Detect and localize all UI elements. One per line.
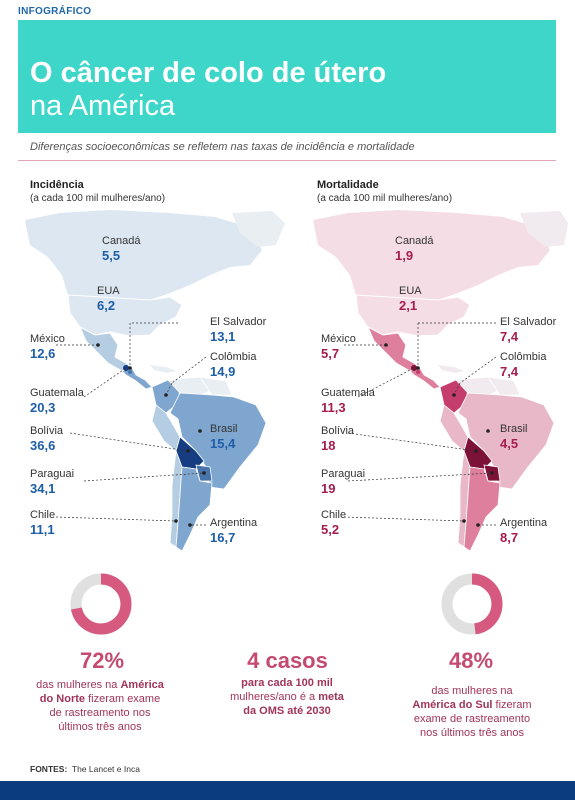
who-goal-cases: 4 casos xyxy=(247,648,328,673)
map-venezuela xyxy=(167,376,213,398)
header-banner xyxy=(18,20,556,133)
map-caribbean xyxy=(438,365,464,373)
who-goal-description: para cada 100 mil mulheres/ano é a meta … xyxy=(230,677,344,717)
mortality-colombia: Colômbia 7,4 xyxy=(500,351,547,379)
incidence-title: Incidência xyxy=(30,179,84,191)
sources: FONTES: The Lancet e Inca xyxy=(30,764,140,774)
map-canada xyxy=(313,210,550,301)
incidence-bolivia: Bolívia 36,6 xyxy=(30,425,64,453)
map-mexico xyxy=(78,325,134,372)
south-america-donut-fill xyxy=(441,573,503,635)
mortality-mexico: México 5,7 xyxy=(321,333,356,361)
mortality-chile: Chile 5,2 xyxy=(321,509,347,537)
map-guatemala xyxy=(411,365,417,371)
kicker: INFOGRÁFICO xyxy=(18,6,92,17)
page-title-line2: na América xyxy=(30,90,176,122)
mortality-guatemala: Guatemala 11,3 xyxy=(321,387,375,415)
divider xyxy=(18,160,556,161)
south-america-percent: 48% xyxy=(449,648,494,673)
incidence-chile: Chile 11,1 xyxy=(30,509,56,537)
mortality-map xyxy=(313,210,568,552)
north-america-description: das mulheres na América do Norte fizeram… xyxy=(36,679,164,733)
mortality-title: Mortalidade xyxy=(317,179,379,191)
incidence-map xyxy=(25,210,285,552)
mortality-argentina: Argentina 8,7 xyxy=(500,517,548,545)
mortality-bolivia: Bolívia 18 xyxy=(321,425,355,453)
incidence-canada: Canadá 5,5 xyxy=(102,235,141,263)
map-argentina xyxy=(175,466,213,552)
map-argentina xyxy=(463,466,501,552)
map-guatemala xyxy=(123,365,129,371)
incidence-unit: (a cada 100 mil mulheres/ano) xyxy=(30,193,166,204)
north-america-donut xyxy=(70,573,132,635)
incidence-argentina: Argentina 16,7 xyxy=(210,517,258,545)
south-america-donut xyxy=(441,573,503,635)
map-greenland xyxy=(520,211,568,247)
incidence-usa: EUA 6,2 xyxy=(97,285,120,313)
subtitle: Diferenças socioeconômicas se refletem n… xyxy=(30,141,415,153)
map-central-america xyxy=(121,367,153,390)
mortality-usa: EUA 2,1 xyxy=(399,285,422,313)
map-caribbean xyxy=(150,365,176,373)
map-guianas xyxy=(487,376,521,396)
mortality-paraguai: Paraguai 19 xyxy=(321,468,366,496)
incidence-el-salvador: El Salvador 13,1 xyxy=(210,316,267,344)
south-america-description: das mulheres na América do Sul fizeram e… xyxy=(412,685,532,739)
incidence-paraguai: Paraguai 34,1 xyxy=(30,468,75,496)
map-brazil xyxy=(457,392,555,490)
map-el-salvador xyxy=(416,370,420,374)
incidence-guatemala: Guatemala 20,3 xyxy=(30,387,84,415)
map-greenland xyxy=(232,211,285,247)
page-title: O câncer de colo de útero xyxy=(30,57,387,89)
map-mexico xyxy=(366,325,422,372)
map-venezuela xyxy=(455,376,501,398)
footer-bar xyxy=(0,781,575,800)
mortality-unit: (a cada 100 mil mulheres/ano) xyxy=(317,193,453,204)
mortality-el-salvador: El Salvador 7,4 xyxy=(500,316,557,344)
map-el-salvador xyxy=(128,370,132,374)
north-america-percent: 72% xyxy=(80,648,125,673)
map-canada xyxy=(25,210,262,301)
incidence-mexico: México 12,6 xyxy=(30,333,65,361)
north-america-donut-fill xyxy=(70,573,132,635)
map-central-america xyxy=(409,367,441,390)
incidence-brasil: Brasil 15,4 xyxy=(210,423,238,451)
mortality-brasil: Brasil 4,5 xyxy=(500,423,528,451)
map-brazil xyxy=(169,392,267,490)
mortality-canada: Canadá 1,9 xyxy=(395,235,434,263)
map-guianas xyxy=(199,376,233,396)
incidence-colombia: Colômbia 14,9 xyxy=(210,351,257,379)
